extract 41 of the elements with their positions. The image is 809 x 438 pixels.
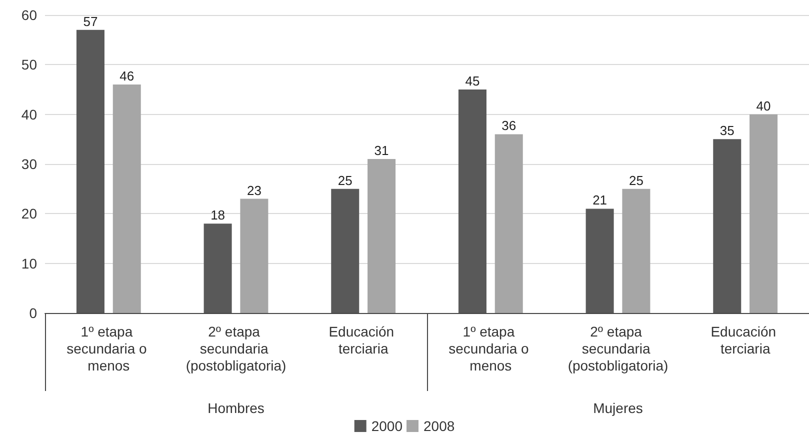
data-label: 57 (83, 14, 98, 29)
bar (76, 30, 104, 313)
bar (713, 139, 742, 313)
legend-label: 2000 (371, 418, 403, 434)
bar (622, 188, 650, 313)
data-label: 31 (374, 143, 389, 158)
data-label: 36 (502, 118, 516, 134)
data-label: 25 (338, 172, 352, 188)
bar (750, 114, 778, 313)
y-tick-label: 60 (21, 7, 38, 23)
text: Hombres (208, 400, 264, 416)
bar (494, 134, 523, 313)
bar (331, 188, 360, 313)
x-tick-label: 2º etapa secundaria (postobligatoria) (568, 324, 668, 374)
data-label: 40 (756, 98, 771, 114)
x-tick-label: 2º etapa secundaria (postobligatoria) (186, 324, 286, 374)
x-tick-label: Educación terciaria (710, 324, 780, 356)
y-tick-label: 30 (21, 156, 38, 172)
data-label: 46 (120, 68, 134, 84)
data-label: 45 (465, 74, 480, 88)
data-label: 35 (720, 123, 734, 138)
text: Mujeres (593, 400, 643, 416)
y-tick-label: 20 (21, 206, 38, 222)
x-tick-label: Educación terciaria (328, 324, 398, 356)
y-tick-label: 10 (21, 255, 38, 272)
x-tick-label: 1º etapa secundaria o menos (66, 324, 151, 374)
bar (204, 224, 232, 313)
data-label: 23 (246, 182, 262, 198)
bar (586, 208, 614, 313)
legend-label: 2008 (424, 418, 455, 434)
y-tick-label: 0 (29, 305, 38, 321)
bar (112, 84, 141, 313)
data-label: 25 (628, 172, 644, 188)
bar (240, 198, 268, 313)
bar (458, 90, 486, 313)
x-tick-label: 1º etapa secundaria o menos (448, 324, 533, 374)
y-tick-label: 40 (21, 106, 38, 122)
data-label: 21 (592, 192, 608, 208)
data-label: 18 (210, 208, 226, 223)
y-tick-label: 50 (21, 56, 38, 73)
bar (368, 159, 396, 313)
